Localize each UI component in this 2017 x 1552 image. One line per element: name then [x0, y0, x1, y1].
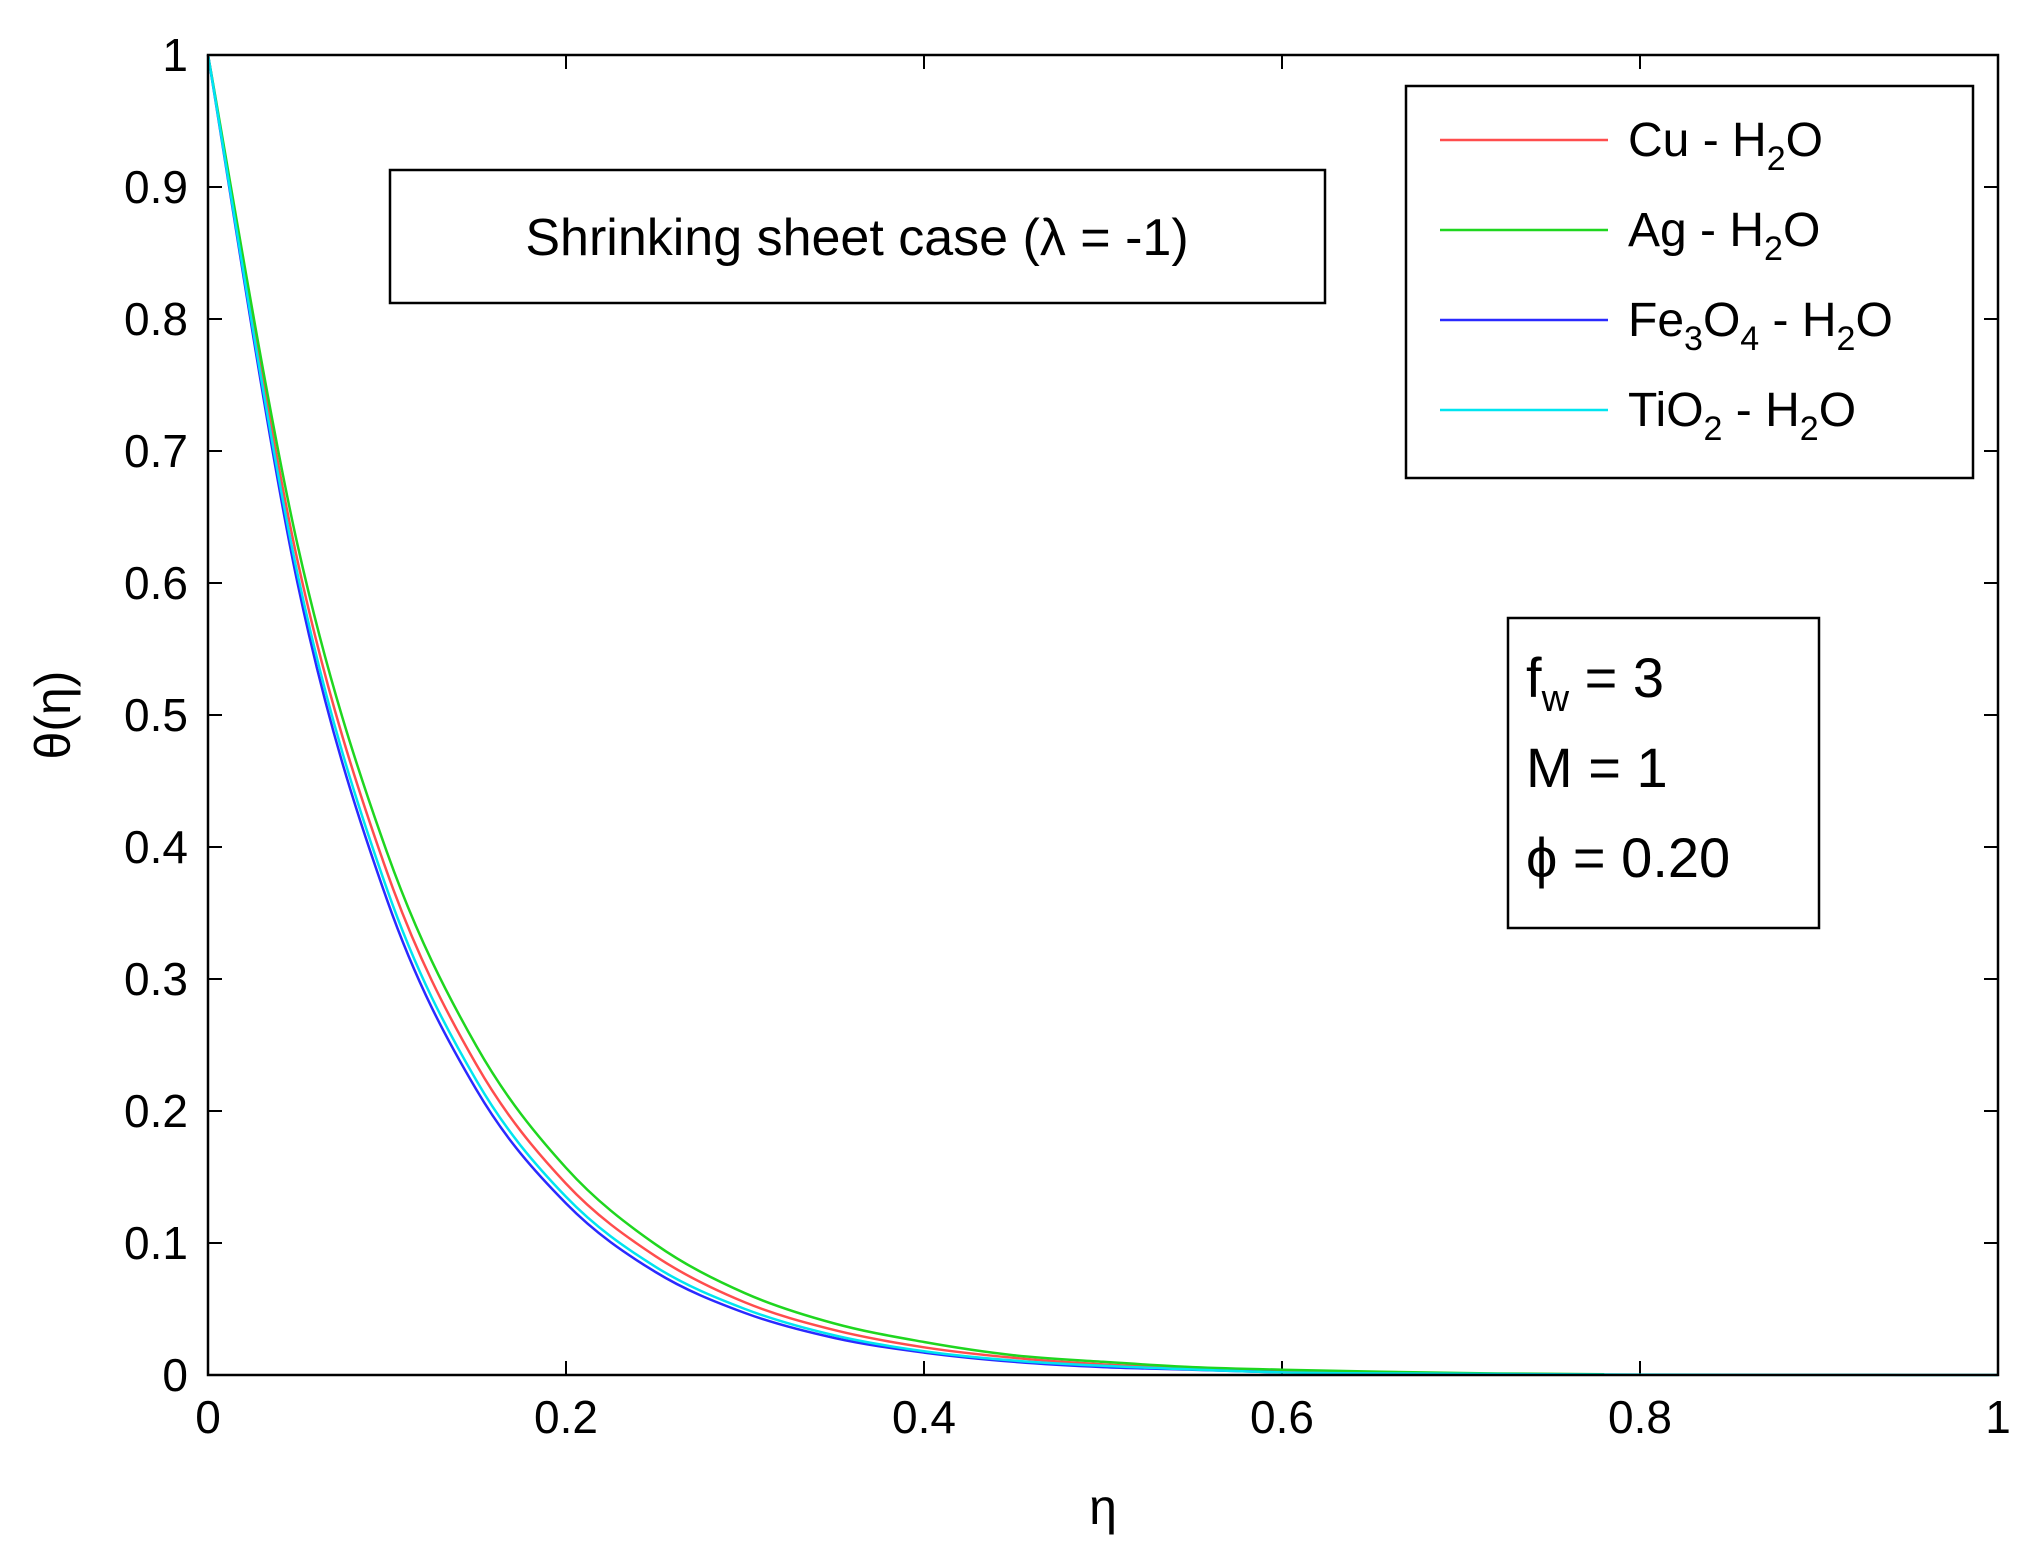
x-tick-label: 1	[1985, 1391, 2011, 1443]
y-tick-label: 0.5	[124, 689, 188, 741]
parameter-frame	[1506, 616, 1821, 930]
plot-frame	[206, 53, 2000, 1377]
series-line-fe3o4-h2o	[206, 54, 1283, 1374]
x-tick-label: 0.4	[892, 1391, 956, 1443]
y-tick-label: 0.9	[124, 161, 188, 213]
y-tick-label: 0.8	[124, 293, 188, 345]
tick-labels: 0 0.2 0.4 0.6 0.8 1 0 0.1 0.2 0.3 0.4 0.5 0.6 0.7 0.8 0…	[124, 29, 2011, 1443]
axes-frame	[206, 53, 2000, 1377]
x-tick-label: 0.6	[1250, 1391, 1314, 1443]
y-tick-label: 0	[162, 1349, 188, 1401]
legend-label: TiO2 - H2O	[1628, 384, 1856, 448]
x-tick-label: 0.2	[534, 1391, 598, 1443]
x-tick-label: 0.8	[1608, 1391, 1672, 1443]
legend-label: Ag - H2O	[1628, 204, 1820, 268]
y-tick-label: 0.2	[124, 1085, 188, 1137]
series-line-ag-h2o	[206, 54, 1605, 1376]
legend-label: Cu - H2O	[1628, 114, 1823, 178]
y-tick-label: 0.3	[124, 953, 188, 1005]
axis-labels: η θ(η)	[25, 671, 1117, 1535]
x-tick-label: 0	[195, 1391, 221, 1443]
x-axis-label: η	[1089, 1479, 1117, 1535]
parameter-text: fw = 3	[1526, 646, 1664, 720]
y-tick-label: 0.4	[124, 821, 188, 873]
annotation-box: Shrinking sheet case (λ = -1)	[388, 168, 1327, 305]
y-tick-label: 0.1	[124, 1217, 188, 1269]
legend-frame	[1404, 84, 1975, 480]
y-tick-label: 0.7	[124, 425, 188, 477]
parameter-box: fw = 3 M = 1 ϕ = 0.20	[1506, 616, 1821, 930]
legend: Cu - H2O Ag - H2O Fe3O4 - H2O TiO2 - H2O	[1404, 84, 1975, 480]
legend-label: Fe3O4 - H2O	[1628, 294, 1893, 358]
y-tick-label: 0.6	[124, 557, 188, 609]
y-tick-label: 1	[162, 29, 188, 81]
y-axis-label: θ(η)	[25, 671, 81, 760]
parameter-text: M = 1	[1526, 736, 1668, 799]
annotation-text: Shrinking sheet case (λ = -1)	[525, 209, 1188, 267]
annotation-frame	[388, 168, 1327, 305]
parameter-text: ϕ = 0.20	[1526, 826, 1730, 889]
